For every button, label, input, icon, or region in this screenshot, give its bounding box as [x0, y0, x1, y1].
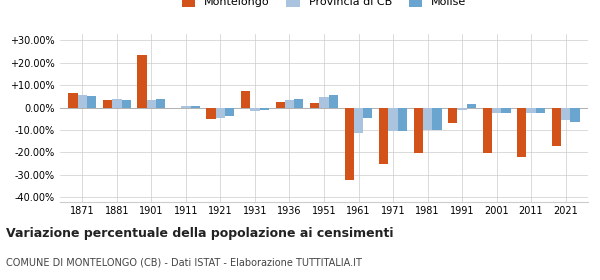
- Bar: [517, 108, 526, 157]
- Text: Variazione percentuale della popolazione ai censimenti: Variazione percentuale della popolazione…: [6, 227, 394, 240]
- Bar: [156, 99, 166, 108]
- Bar: [147, 100, 156, 108]
- Bar: [181, 106, 191, 108]
- Bar: [467, 104, 476, 108]
- Bar: [536, 108, 545, 113]
- Bar: [191, 106, 200, 108]
- Bar: [413, 108, 423, 153]
- Bar: [206, 108, 216, 119]
- Bar: [241, 91, 250, 108]
- Bar: [354, 108, 363, 133]
- Bar: [344, 108, 354, 180]
- Bar: [388, 108, 398, 131]
- Text: COMUNE DI MONTELONGO (CB) - Dati ISTAT - Elaborazione TUTTITALIA.IT: COMUNE DI MONTELONGO (CB) - Dati ISTAT -…: [6, 258, 362, 268]
- Bar: [398, 108, 407, 131]
- Bar: [285, 100, 294, 108]
- Bar: [78, 95, 87, 108]
- Bar: [68, 93, 78, 108]
- Bar: [363, 108, 373, 118]
- Bar: [250, 108, 260, 111]
- Legend: Montelongo, Provincia di CB, Molise: Montelongo, Provincia di CB, Molise: [178, 0, 470, 12]
- Bar: [103, 100, 112, 108]
- Bar: [457, 108, 467, 110]
- Bar: [570, 108, 580, 122]
- Bar: [379, 108, 388, 164]
- Bar: [448, 108, 457, 123]
- Bar: [310, 103, 319, 108]
- Bar: [294, 99, 304, 108]
- Bar: [122, 100, 131, 108]
- Bar: [112, 99, 122, 108]
- Bar: [225, 108, 235, 116]
- Bar: [526, 108, 536, 113]
- Bar: [216, 108, 225, 118]
- Bar: [492, 108, 501, 113]
- Bar: [501, 108, 511, 113]
- Bar: [551, 108, 561, 146]
- Bar: [329, 95, 338, 108]
- Bar: [260, 108, 269, 110]
- Bar: [87, 96, 97, 108]
- Bar: [432, 108, 442, 130]
- Bar: [319, 97, 329, 108]
- Bar: [561, 108, 570, 120]
- Bar: [482, 108, 492, 153]
- Bar: [137, 55, 147, 108]
- Bar: [275, 102, 285, 108]
- Bar: [423, 108, 432, 130]
